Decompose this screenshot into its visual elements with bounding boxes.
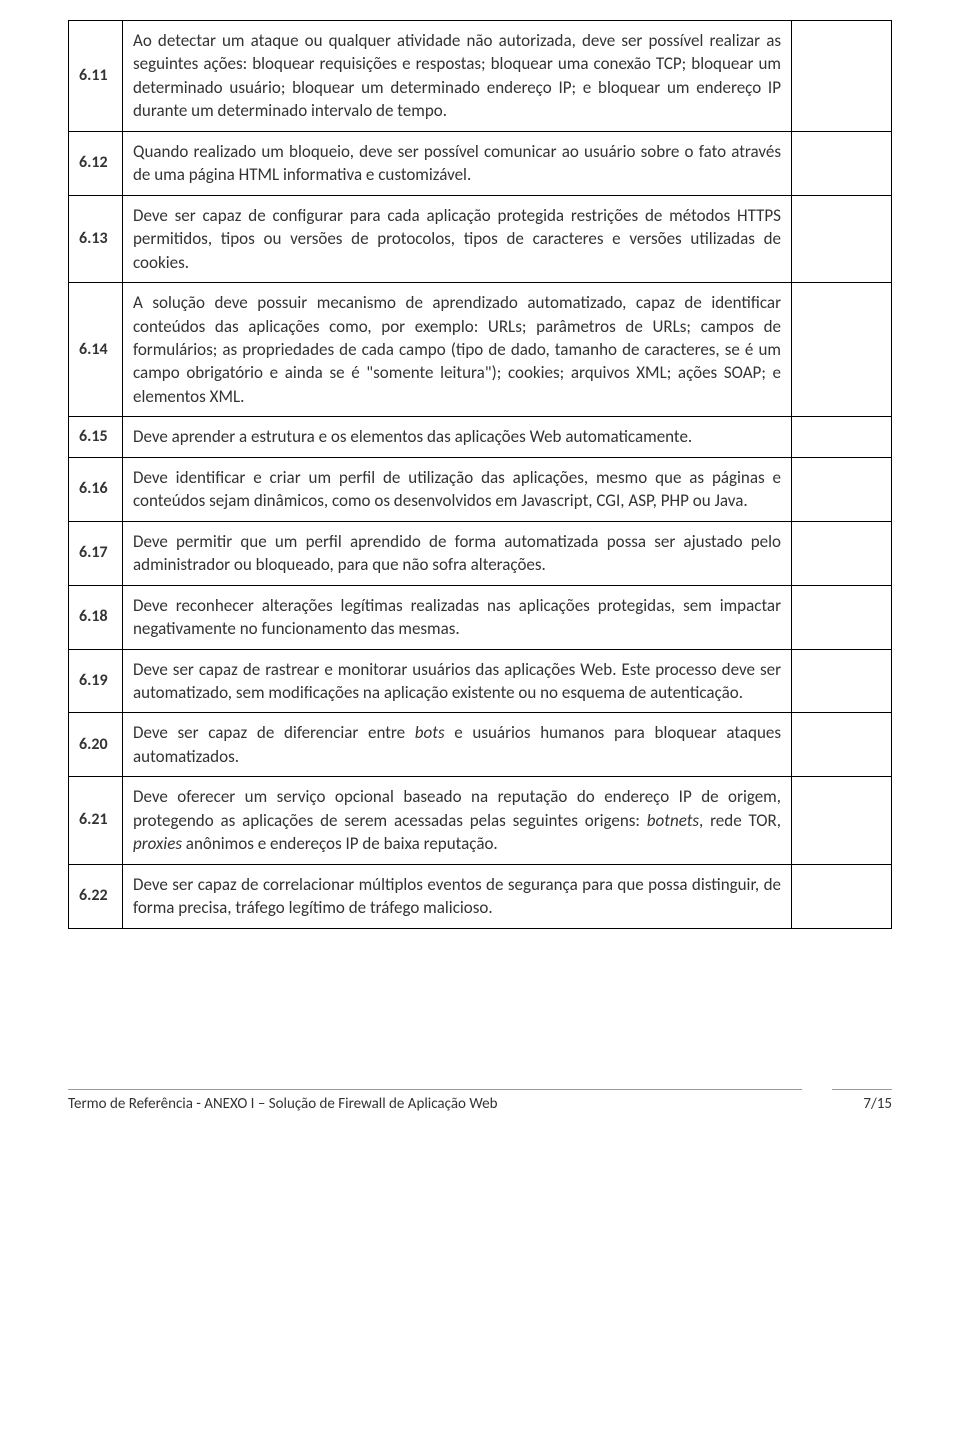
requirement-text: Deve permitir que um perfil aprendido de… [123,521,792,585]
requirement-blank-cell [792,521,892,585]
requirement-blank-cell [792,457,892,521]
table-row: 6.15Deve aprender a estrutura e os eleme… [69,417,892,457]
requirement-blank-cell [792,21,892,132]
table-row: 6.18Deve reconhecer alterações legítimas… [69,585,892,649]
requirement-number: 6.14 [69,283,123,417]
requirement-number: 6.20 [69,713,123,777]
requirement-number: 6.12 [69,131,123,195]
requirement-blank-cell [792,864,892,928]
requirement-text: Deve aprender a estrutura e os elementos… [123,417,792,457]
requirements-tbody: 6.11Ao detectar um ataque ou qualquer at… [69,21,892,929]
requirement-text: Deve oferecer um serviço opcional basead… [123,777,792,864]
requirement-text: A solução deve possuir mecanismo de apre… [123,283,792,417]
requirement-number: 6.11 [69,21,123,132]
requirement-blank-cell [792,585,892,649]
requirements-table: 6.11Ao detectar um ataque ou qualquer at… [68,20,892,929]
requirement-text: Ao detectar um ataque ou qualquer ativid… [123,21,792,132]
requirement-number: 6.17 [69,521,123,585]
requirement-text: Deve reconhecer alterações legítimas rea… [123,585,792,649]
requirement-number: 6.18 [69,585,123,649]
table-row: 6.17Deve permitir que um perfil aprendid… [69,521,892,585]
requirement-text: Deve ser capaz de diferenciar entre bots… [123,713,792,777]
table-row: 6.13Deve ser capaz de configurar para ca… [69,195,892,282]
requirement-number: 6.22 [69,864,123,928]
requirement-blank-cell [792,417,892,457]
table-row: 6.14A solução deve possuir mecanismo de … [69,283,892,417]
requirement-blank-cell [792,649,892,713]
footer-title: Termo de Referência - ANEXO I – Solução … [68,1089,802,1115]
table-row: 6.16Deve identificar e criar um perfil d… [69,457,892,521]
requirement-number: 6.16 [69,457,123,521]
table-row: 6.22Deve ser capaz de correlacionar múlt… [69,864,892,928]
table-row: 6.21Deve oferecer um serviço opcional ba… [69,777,892,864]
footer-page-number: 7/15 [832,1089,892,1115]
table-row: 6.20Deve ser capaz de diferenciar entre … [69,713,892,777]
requirement-number: 6.21 [69,777,123,864]
requirement-text: Quando realizado um bloqueio, deve ser p… [123,131,792,195]
requirement-text: Deve identificar e criar um perfil de ut… [123,457,792,521]
table-row: 6.12Quando realizado um bloqueio, deve s… [69,131,892,195]
requirement-blank-cell [792,777,892,864]
requirement-number: 6.13 [69,195,123,282]
page-footer: Termo de Referência - ANEXO I – Solução … [68,1089,892,1115]
requirement-number: 6.19 [69,649,123,713]
requirement-blank-cell [792,283,892,417]
requirement-text: Deve ser capaz de configurar para cada a… [123,195,792,282]
table-row: 6.11Ao detectar um ataque ou qualquer at… [69,21,892,132]
requirement-text: Deve ser capaz de correlacionar múltiplo… [123,864,792,928]
requirement-blank-cell [792,131,892,195]
requirement-number: 6.15 [69,417,123,457]
requirement-blank-cell [792,713,892,777]
requirement-blank-cell [792,195,892,282]
document-page: 6.11Ao detectar um ataque ou qualquer at… [0,0,960,1144]
requirement-text: Deve ser capaz de rastrear e monitorar u… [123,649,792,713]
table-row: 6.19Deve ser capaz de rastrear e monitor… [69,649,892,713]
